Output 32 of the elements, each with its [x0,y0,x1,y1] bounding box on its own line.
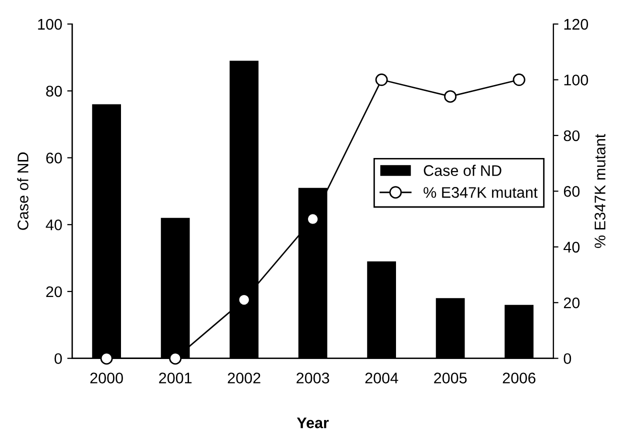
x-tick-label: 2004 [365,372,398,384]
point [306,212,320,226]
x-tick-label: 2001 [159,372,192,384]
y2-tick-label: 60 [564,186,580,197]
y-axis-title: Case of ND [17,152,28,230]
y2-tick-label: 100 [564,74,588,86]
x-tick-label: 2006 [502,372,536,384]
y-tick-label: 80 [46,86,62,97]
y2-tick-label: 120 [564,18,588,30]
x-tick-label: 2005 [434,372,467,384]
legend-label: Case of ND [424,164,502,176]
point [238,294,250,306]
point [169,352,182,365]
point [100,352,113,365]
x-tick-label: 2000 [90,372,123,384]
y2-tick-label: 20 [564,297,580,308]
y-tick-label: 60 [46,152,62,164]
point [512,74,526,86]
legend-label: % E347K mutant [424,187,538,198]
x-axis-title: Year [296,418,329,428]
x-tick-label: 2002 [228,372,260,384]
y-tick-label: 100 [38,18,62,30]
x-tick-label: 2003 [296,372,330,384]
point [375,74,388,86]
y-tick-label: 0 [54,353,62,364]
y2-tick-label: 0 [564,353,572,364]
point [444,90,457,103]
y2-tick-label: 80 [564,130,580,142]
y2-axis-title: % E347K mutant [594,134,606,248]
y2-tick-label: 40 [564,242,580,253]
y-tick-label: 20 [46,286,62,298]
y-tick-label: 40 [46,219,62,230]
